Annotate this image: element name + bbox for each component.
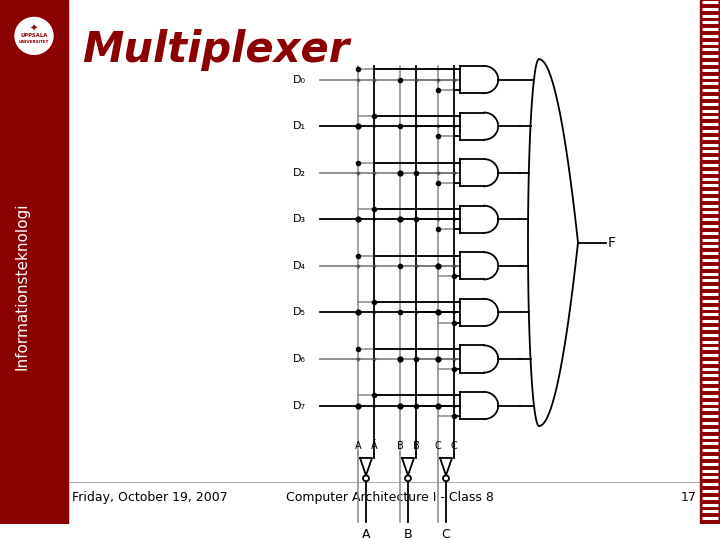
Text: D₇: D₇ xyxy=(293,401,306,410)
Text: UNIVERSITET: UNIVERSITET xyxy=(19,40,49,44)
Text: Multiplexer: Multiplexer xyxy=(82,30,349,71)
Text: Ā: Ā xyxy=(371,441,377,451)
Text: D₁: D₁ xyxy=(293,121,306,131)
Text: D₀: D₀ xyxy=(293,75,306,85)
Text: D₂: D₂ xyxy=(293,168,306,178)
Text: A: A xyxy=(355,441,361,451)
Text: Informationsteknologi: Informationsteknologi xyxy=(14,202,30,370)
Text: D₄: D₄ xyxy=(293,261,306,271)
Text: ✦: ✦ xyxy=(30,24,38,34)
Text: C̄: C̄ xyxy=(451,441,457,451)
Text: UPPSALA: UPPSALA xyxy=(20,33,48,38)
Text: B: B xyxy=(404,528,413,540)
Text: D₅: D₅ xyxy=(293,307,306,318)
Text: C: C xyxy=(441,528,451,540)
Text: Computer Architecture I - Class 8: Computer Architecture I - Class 8 xyxy=(286,491,494,504)
Text: 17: 17 xyxy=(681,491,697,504)
Text: D₃: D₃ xyxy=(293,214,306,224)
Bar xyxy=(0,0,68,524)
Text: F: F xyxy=(608,235,616,249)
Text: Friday, October 19, 2007: Friday, October 19, 2007 xyxy=(72,491,228,504)
Text: D₆: D₆ xyxy=(293,354,306,364)
Text: B̄: B̄ xyxy=(413,441,419,451)
Text: A: A xyxy=(361,528,370,540)
Text: B: B xyxy=(397,441,403,451)
Text: C: C xyxy=(435,441,441,451)
Bar xyxy=(700,0,720,524)
Circle shape xyxy=(15,17,53,55)
